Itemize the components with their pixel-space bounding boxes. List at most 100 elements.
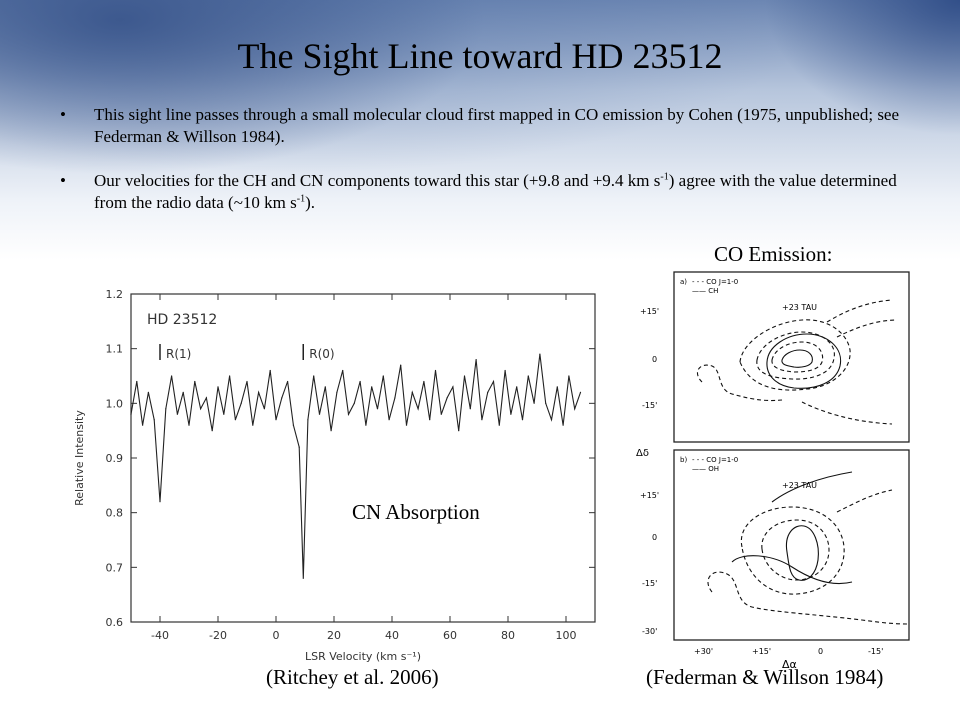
co-contour: [707, 571, 908, 625]
spectrum-point: [510, 413, 512, 415]
co-contour: [761, 519, 830, 581]
annotation-label: R(1): [166, 347, 191, 361]
spectrum-point: [324, 386, 326, 388]
spectrum-point: [394, 397, 396, 399]
spectrum-point: [269, 369, 271, 372]
spectrum-point: [130, 413, 132, 415]
spectrum-point: [223, 413, 225, 415]
spectrum-point: [504, 369, 506, 372]
spectrum-point: [382, 375, 384, 377]
spectrum-point: [539, 353, 541, 355]
x-tick-label: 80: [501, 629, 515, 642]
spectrum-point: [411, 391, 413, 393]
spectrum-point: [452, 386, 454, 388]
spectrum-point: [229, 375, 231, 377]
co-contour: [756, 331, 835, 380]
x-tick-label: -40: [151, 629, 169, 642]
y-tick-label: 1.0: [106, 397, 124, 410]
chart-title: HD 23512: [147, 312, 217, 328]
spectrum-point: [205, 397, 207, 399]
annotation-label: R(0): [309, 347, 334, 361]
spectrum-point: [498, 424, 500, 426]
map-legend-line: —— OH: [692, 465, 719, 473]
map-x-tick: -15': [868, 647, 883, 656]
map-y-axis-label: Δδ: [636, 448, 649, 459]
spectrum-point: [434, 369, 437, 372]
co-contour: [836, 489, 893, 513]
map-legend-line: - - - CO J=1-0: [692, 456, 738, 464]
spectrum-point: [446, 397, 448, 399]
spectrum-point: [275, 419, 277, 421]
map-x-tick: 0: [818, 647, 823, 656]
y-tick-label: 0.7: [106, 561, 124, 574]
spectrum-point: [188, 424, 190, 426]
spectrum-point: [307, 419, 309, 421]
spectrum-point: [330, 430, 332, 432]
spectrum-point: [263, 408, 265, 410]
map-y-tick: -15': [642, 579, 657, 588]
map-legend-line: —— CH: [692, 287, 718, 295]
bullet-text: This sight line passes through a small m…: [94, 105, 900, 146]
spectrum-point: [481, 419, 483, 421]
co-contour: [771, 341, 824, 373]
spectrum-point: [252, 424, 254, 426]
spectrum-point: [182, 391, 184, 393]
spectrum-point: [200, 408, 202, 410]
bullet-item: • This sight line passes through a small…: [60, 104, 900, 148]
x-tick-label: 60: [443, 629, 457, 642]
map-y-tick: -15': [642, 401, 657, 410]
y-tick-label: 0.6: [106, 616, 124, 629]
spectrum-point: [562, 424, 564, 426]
star-label: +23 TAU: [782, 303, 817, 312]
spectrum-point: [313, 375, 315, 377]
spectrum-point: [417, 408, 419, 410]
co-contour: [826, 299, 893, 323]
spectrum-point: [458, 430, 460, 432]
spectrum-point: [545, 402, 547, 404]
co-contour: [836, 319, 898, 338]
spectrum-point: [347, 413, 350, 415]
map-y-tick: 0: [652, 533, 657, 542]
spectrum-point: [147, 391, 149, 393]
slide-title: The Sight Line toward HD 23512: [237, 36, 723, 76]
x-tick-label: -20: [209, 629, 227, 642]
y-tick-label: 1.1: [106, 343, 124, 356]
spectrum-point: [240, 402, 242, 404]
spectrum-point: [469, 408, 471, 410]
spectrum-point: [281, 397, 283, 399]
spectrum-point: [463, 375, 466, 377]
spectrum-point: [487, 391, 489, 393]
spectrum-point: [400, 364, 402, 366]
cn-spectrum-figure: 0.6 0.7 0.8 0.9 1.0 1.1 1.2 -40 -20 0 20 40 60 80 100 L…: [47, 272, 607, 667]
spectrum-point: [142, 424, 144, 426]
x-tick-label: 40: [385, 629, 399, 642]
x-tick-label: 100: [556, 629, 577, 642]
spectrum-point: [234, 419, 236, 421]
spectrum-point: [136, 380, 138, 383]
spectrum-point: [336, 391, 338, 393]
cn-absorption-label: CN Absorption: [352, 500, 480, 525]
spectrum-point: [246, 380, 248, 383]
co-contour: [801, 401, 893, 425]
spectrum-point: [388, 419, 390, 421]
map-frame-b: [673, 449, 910, 641]
map-panel-label: b): [680, 456, 687, 464]
spectrum-point: [298, 446, 300, 448]
spectrum-point: [568, 375, 570, 377]
x-axis-label: LSR Velocity (km s⁻¹): [305, 650, 421, 663]
map-y-tick: 0: [652, 355, 657, 364]
spectrum-point: [365, 424, 367, 426]
map-panel-label: a): [680, 278, 687, 286]
spectrum-point: [176, 413, 178, 415]
map-y-tick: +15': [640, 307, 659, 316]
bullet-item: • Our velocities for the CH and CN compo…: [60, 170, 900, 214]
spectrum-point: [475, 359, 477, 361]
spectrum-point: [353, 402, 355, 404]
spectrum-point: [287, 380, 289, 383]
spectrum-point: [359, 380, 361, 383]
co-contour: [740, 506, 845, 595]
spectrum-point: [342, 369, 344, 372]
y-tick-label: 0.8: [106, 507, 124, 520]
spectrum-point: [153, 419, 155, 421]
spectrum-point: [492, 380, 495, 383]
